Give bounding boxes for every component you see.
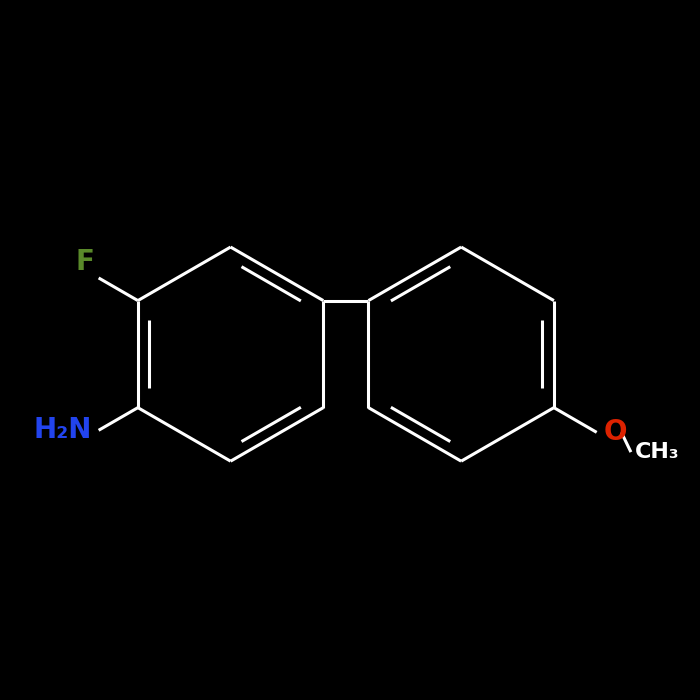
Text: F: F (76, 248, 94, 276)
Text: O: O (603, 419, 626, 447)
Text: CH₃: CH₃ (635, 442, 680, 462)
Text: H₂N: H₂N (34, 416, 92, 444)
